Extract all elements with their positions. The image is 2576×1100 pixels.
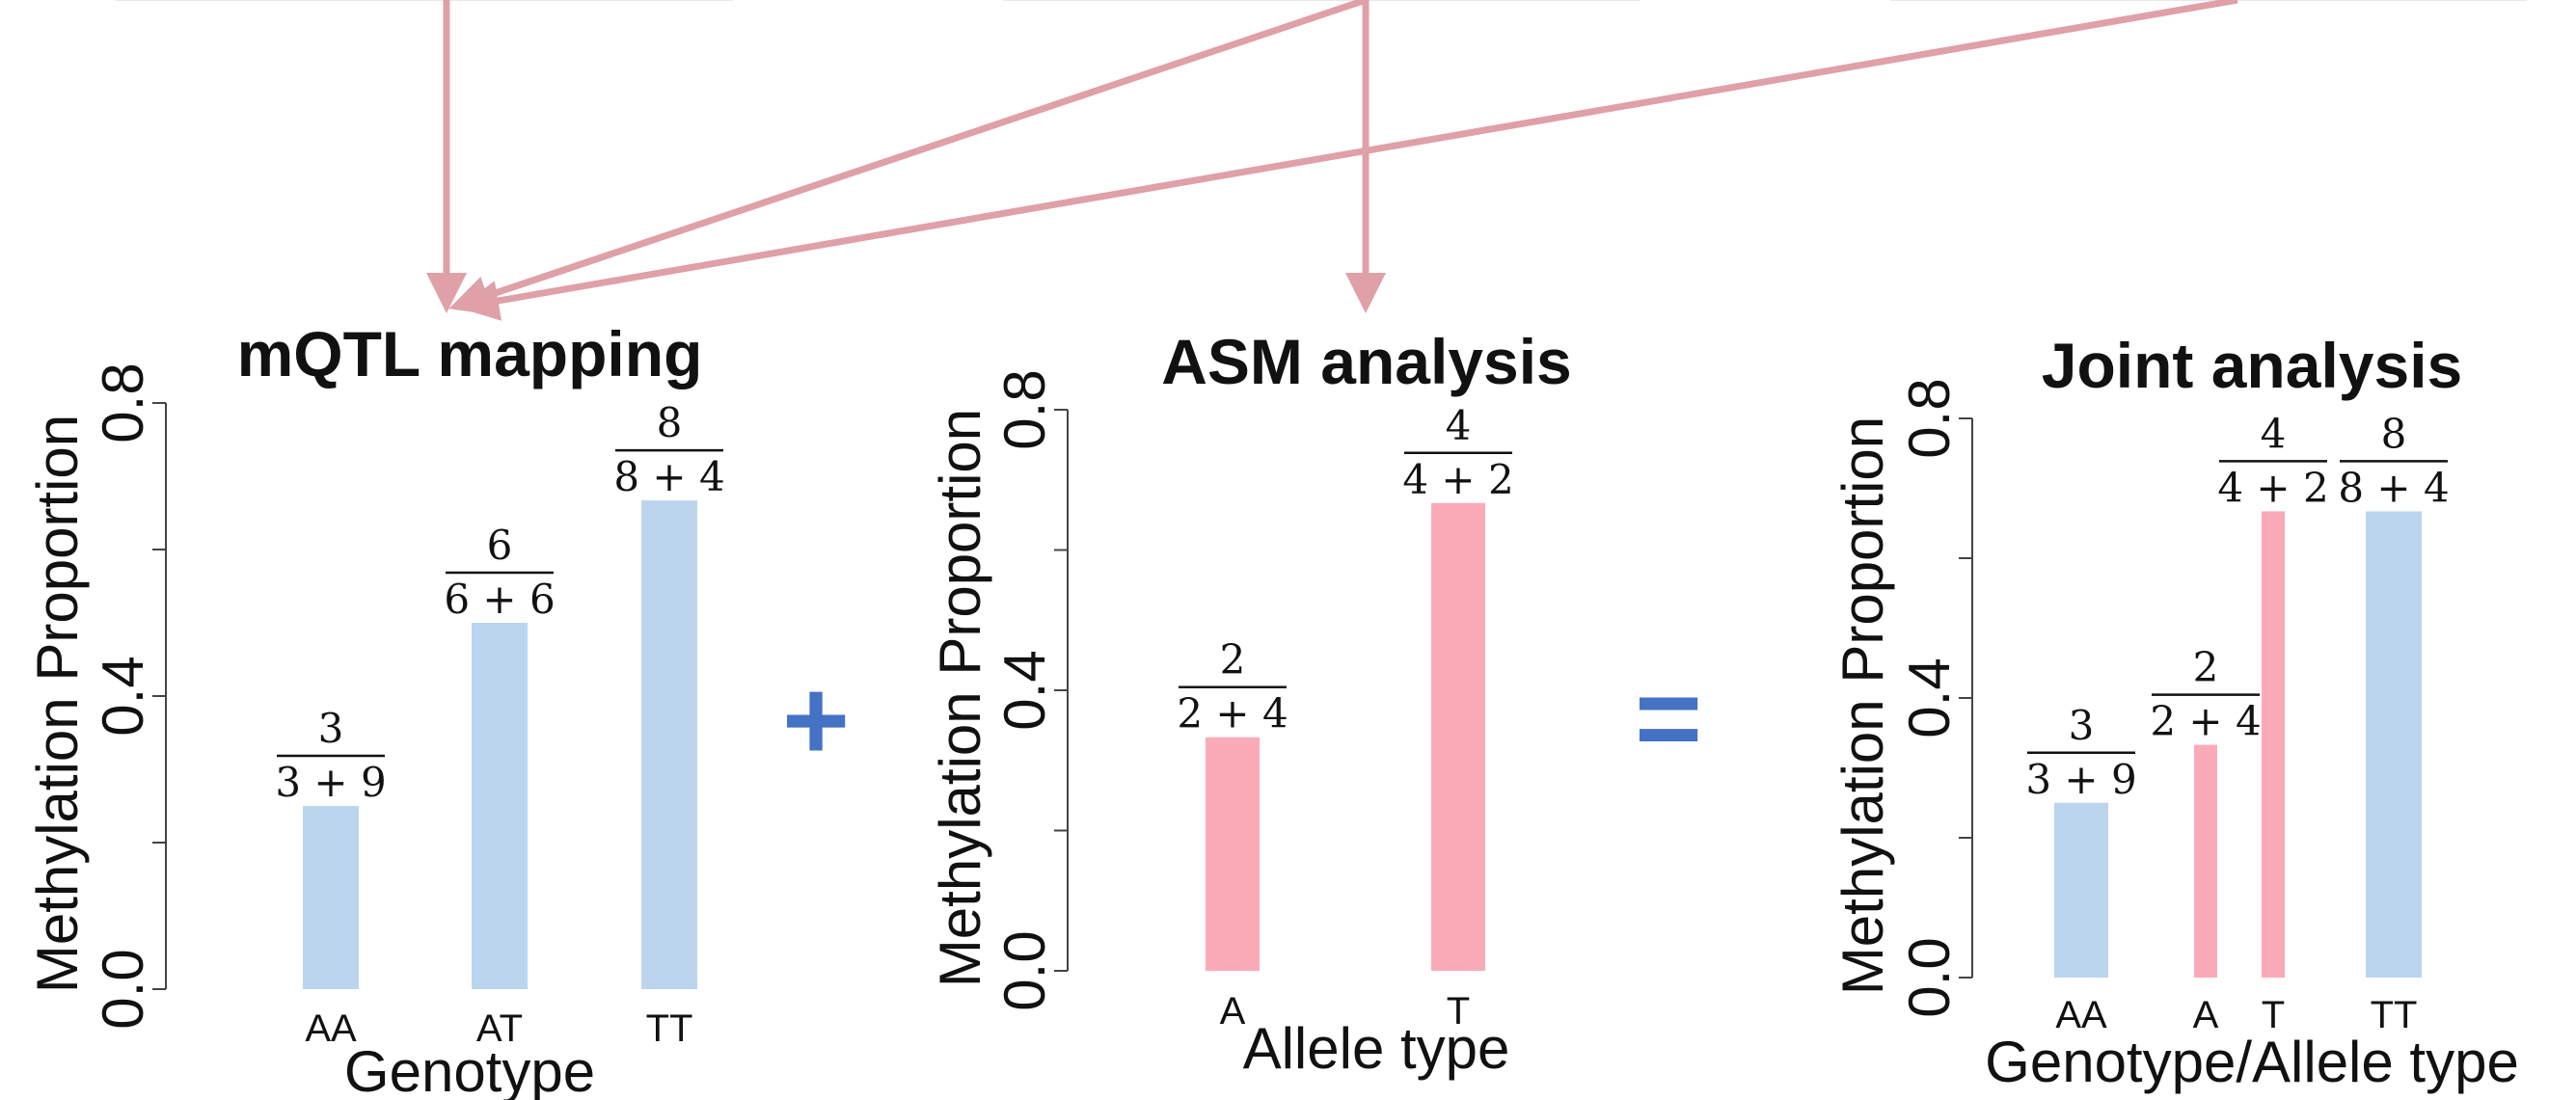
fraction-denominator: 4 + 2: [2217, 464, 2328, 511]
bar-allele: [2194, 744, 2217, 978]
connector-arrows: [426, 0, 2238, 321]
bar-genotype: [472, 623, 528, 989]
x-tick-label: T: [2262, 994, 2285, 1036]
x-tick-label: A: [1220, 990, 1246, 1033]
x-tick-label: TT: [646, 1007, 693, 1050]
x-axis-label: Allele type: [1243, 1016, 1510, 1081]
bar-genotype: [641, 500, 697, 989]
chart-title: mQTL mapping: [237, 318, 703, 389]
x-tick-label: AT: [476, 1007, 523, 1050]
y-axis-label: Methylation Proportion: [25, 415, 90, 993]
fraction-denominator: 4 + 2: [1402, 456, 1513, 503]
x-tick-label: AA: [305, 1007, 357, 1050]
fraction-numerator: 3: [2069, 702, 2095, 749]
fraction-denominator: 3 + 9: [275, 759, 386, 806]
y-tick-label: 0.8: [91, 362, 155, 443]
fraction-numerator: 8: [657, 399, 683, 446]
fraction-denominator: 2 + 4: [2150, 698, 2261, 745]
equals-operator: =: [1635, 654, 1702, 783]
y-tick-label: 0.8: [1897, 378, 1962, 458]
y-tick-label: 0.0: [1897, 937, 1962, 1017]
y-tick-label: 0.8: [992, 369, 1057, 449]
fraction-numerator: 2: [1220, 636, 1246, 684]
bar-genotype: [2366, 511, 2422, 978]
bar-genotype: [2054, 802, 2108, 978]
y-tick-label: 0.0: [91, 949, 155, 1029]
x-tick-label: A: [2193, 994, 2219, 1036]
y-tick-label: 0.4: [992, 650, 1057, 730]
chart-title: ASM analysis: [1161, 326, 1572, 397]
x-tick-label: TT: [2371, 994, 2418, 1036]
x-axis-label: Genotype: [344, 1039, 595, 1100]
fraction-denominator: 2 + 4: [1177, 690, 1288, 738]
arrow-asm-to-mqtl: [448, 0, 1368, 315]
bar-allele: [1206, 737, 1260, 971]
fraction-numerator: 2: [2193, 644, 2219, 691]
fraction-numerator: 4: [1446, 402, 1472, 449]
fraction-numerator: 4: [2261, 410, 2287, 457]
fraction-denominator: 6 + 6: [444, 576, 555, 623]
x-tick-label: AA: [2055, 994, 2107, 1036]
fraction-denominator: 3 + 9: [2025, 756, 2136, 803]
bar-allele: [1431, 502, 1485, 971]
plus-operator: +: [782, 656, 850, 785]
x-axis-label: Genotype/Allele type: [1985, 1030, 2519, 1094]
y-tick-label: 0.4: [91, 656, 155, 736]
x-tick-label: T: [1447, 990, 1470, 1033]
fraction-denominator: 8 + 4: [613, 453, 724, 500]
fraction-numerator: 8: [2381, 410, 2407, 457]
y-tick-label: 0.0: [992, 930, 1057, 1010]
fraction-numerator: 6: [487, 522, 513, 569]
bar-genotype: [303, 806, 359, 989]
bar-allele: [2262, 511, 2285, 978]
fraction-denominator: 8 + 4: [2338, 464, 2449, 511]
y-axis-label: Methylation Proportion: [1830, 416, 1895, 995]
y-tick-label: 0.4: [1897, 657, 1962, 738]
arrow-joint-to-mqtl: [458, 0, 2238, 321]
y-axis-label: Methylation Proportion: [928, 409, 992, 987]
chart-title: Joint analysis: [2042, 330, 2463, 401]
fraction-numerator: 3: [318, 705, 344, 752]
